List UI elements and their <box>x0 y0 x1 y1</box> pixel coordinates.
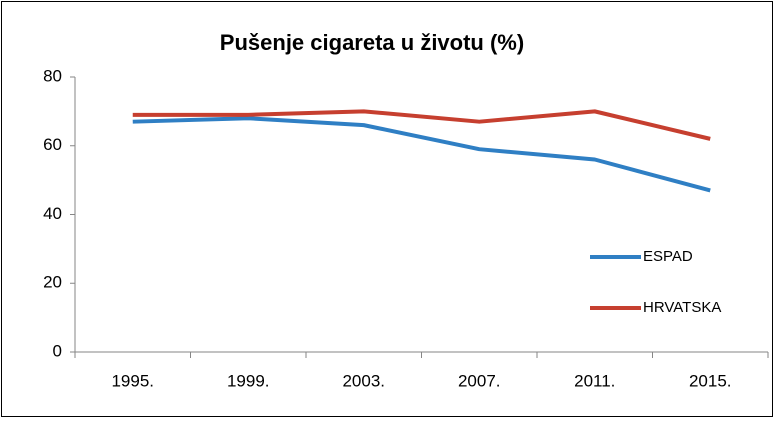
y-tick-label: 0 <box>53 341 62 360</box>
x-tick-label: 2015. <box>689 371 732 390</box>
y-tick-label: 20 <box>43 273 62 292</box>
chart-title: Pušenje cigareta u životu (%) <box>220 30 524 55</box>
legend-label: ESPAD <box>643 248 693 265</box>
series-line <box>132 109 711 141</box>
y-tick-label: 80 <box>43 66 62 85</box>
y-tick-label: 40 <box>43 204 62 223</box>
chart-border <box>1 1 773 417</box>
series-line <box>132 116 711 193</box>
x-tick-label: 2007. <box>458 371 501 390</box>
x-tick-label: 2003. <box>342 371 385 390</box>
y-tick-label: 60 <box>43 135 62 154</box>
x-tick-label: 1999. <box>227 371 270 390</box>
x-tick-label: 2011. <box>574 371 615 390</box>
x-tick-label: 1995. <box>111 371 154 390</box>
legend-label: HRVATSKA <box>643 299 721 316</box>
